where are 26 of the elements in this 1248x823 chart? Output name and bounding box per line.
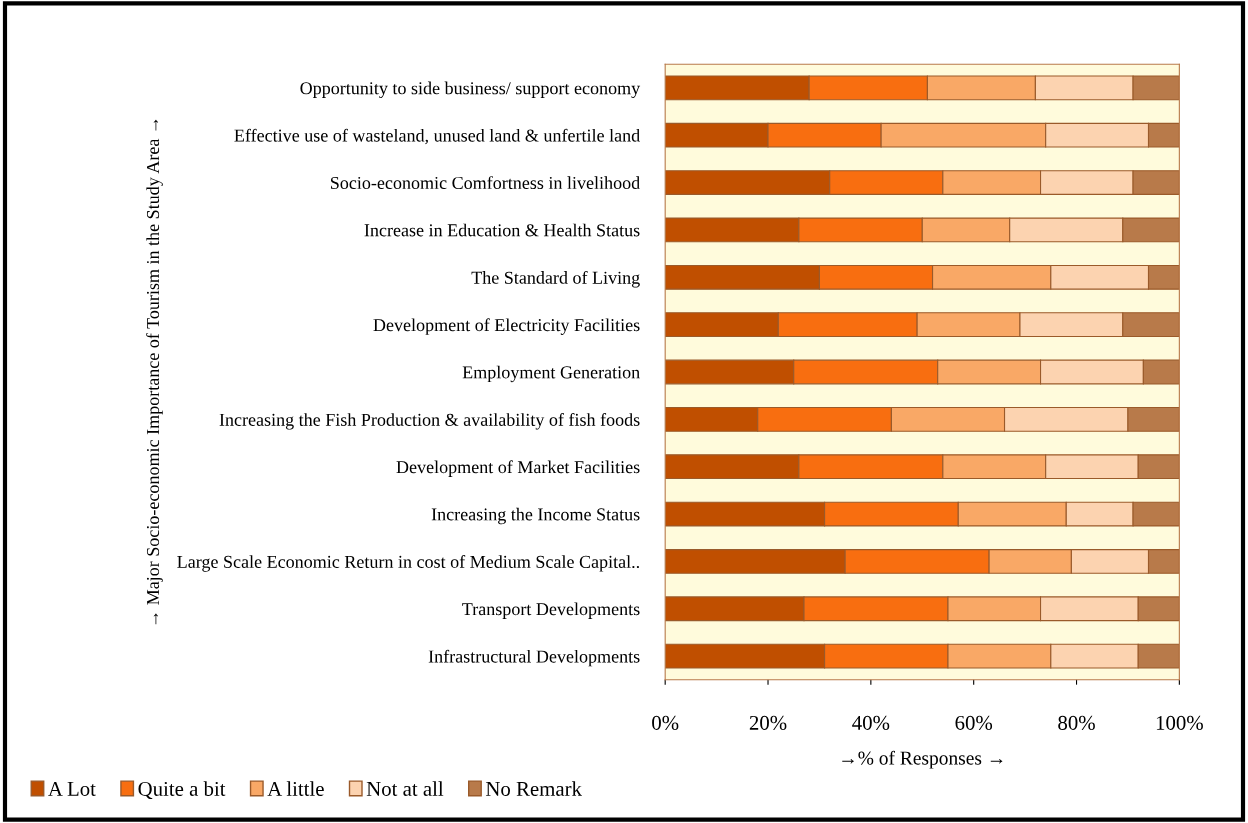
y-tick-label: The Standard of Living [471,270,640,288]
x-tick-label: 40% [852,715,890,730]
y-tick-label: Development of Market Facilities [396,460,640,477]
y-tick-label: Development of Electricity Facilities [373,318,640,335]
x-tick-label: 20% [749,715,787,730]
y-tick-label: Infrastructural Developments [428,649,640,667]
y-tick-label: Effective use of wasteland, unused land & unfertile land [234,128,640,145]
x-tick-label: 100% [1156,715,1203,730]
legend-label: Quite a bit [138,781,226,800]
y-tick-label: Increase in Education & Health Status [364,223,640,237]
legend-label: No Remark [485,781,582,796]
legend-label: Not at all [366,781,444,796]
legend-label: A Lot [48,781,96,796]
y-tick-label: Increasing the Income Status [431,507,640,525]
y-tick-label: Opportunity to side business/ support economy [300,81,641,99]
legend-label: A little [267,781,324,796]
x-tick-label: 60% [955,715,993,730]
y-tick-label: Increasing the Fish Production & availability of fish foods [219,412,640,430]
y-tick-label: Large Scale Economic Return in cost of Medium Scale Capital.. [177,555,639,572]
y-tick-label: Employment Generation [462,365,640,383]
x-tick-label: 80% [1058,715,1095,730]
y-axis-title: → Major Socio-economic Importance of Tourism in the Study Area → [146,119,163,625]
y-tick-label: Socio-economic Comfortness in livelihood [330,176,640,190]
x-tick-label: 0% [652,715,679,730]
x-axis-title: →% of Responses → [842,750,1003,769]
y-tick-label: Transport Developments [462,602,640,619]
